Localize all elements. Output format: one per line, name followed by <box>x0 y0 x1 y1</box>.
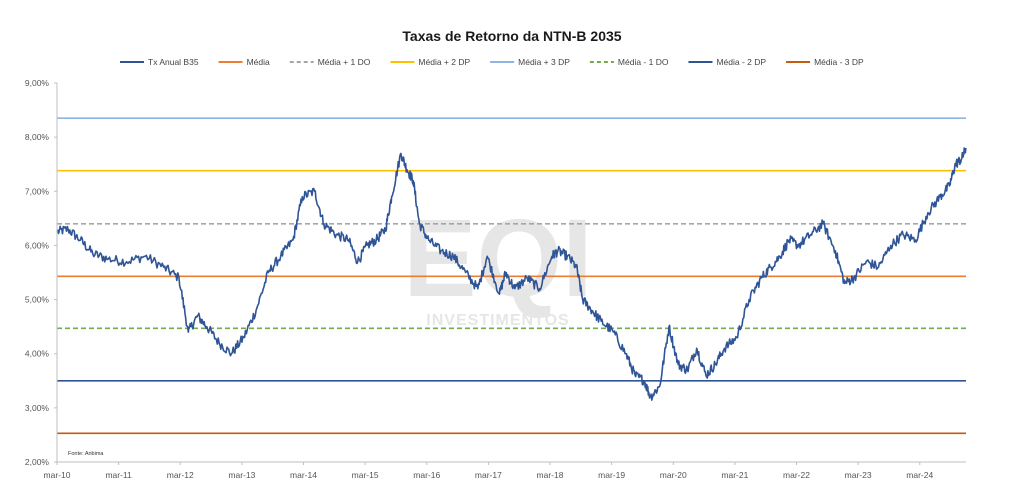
y-tick-label: 4,00% <box>25 349 50 359</box>
x-tick-label: mar-14 <box>290 470 317 480</box>
y-axis: 2,00% 3,00% 4,00% 5,00% 6,00% 7,00% 8,00% 9,00% <box>25 78 58 467</box>
x-tick-label: mar-10 <box>44 470 71 480</box>
x-tick-label: mar-21 <box>721 470 748 480</box>
legend-label: Média + 3 DP <box>518 57 570 67</box>
x-tick-label: mar-16 <box>413 470 440 480</box>
y-tick-label: 6,00% <box>25 240 50 250</box>
legend-label: Média - 2 DP <box>716 57 766 67</box>
x-tick-label: mar-17 <box>475 470 502 480</box>
legend-label: Média - 3 DP <box>814 57 864 67</box>
watermark-subtitle: INVESTIMENTOS <box>426 312 569 329</box>
x-tick-label: mar-23 <box>845 470 872 480</box>
x-tick-label: mar-24 <box>906 470 933 480</box>
x-tick-label: mar-19 <box>598 470 625 480</box>
legend-item: Média + 1 DO <box>289 57 371 67</box>
legend-label: Média + 1 DO <box>318 57 371 67</box>
legend-item: Média + 3 DP <box>490 57 570 67</box>
x-tick-label: mar-20 <box>660 470 687 480</box>
x-tick-label: mar-15 <box>352 470 379 480</box>
x-axis: mar-10 mar-11 mar-12 mar-13 mar-14 mar-15 mar-… <box>44 461 966 480</box>
series-line-tx-anual-b35 <box>56 147 967 401</box>
legend-item: Média - 2 DP <box>688 57 766 67</box>
y-tick-label: 3,00% <box>25 403 50 413</box>
legend-label: Tx Anual B35 <box>148 57 199 67</box>
source-note: Fonte: Anbima <box>68 451 104 457</box>
legend-item: Média + 2 DP <box>390 57 470 67</box>
legend: Tx Anual B35 Média Média + 1 DO Média + 2 D… <box>120 57 864 67</box>
x-tick-label: mar-13 <box>228 470 255 480</box>
chart-title: Taxas de Retorno da NTN-B 2035 <box>402 28 621 44</box>
x-tick-label: mar-12 <box>167 470 194 480</box>
legend-item: Média - 1 DO <box>589 57 669 67</box>
x-tick-label: mar-18 <box>537 470 564 480</box>
x-tick-label: mar-22 <box>783 470 810 480</box>
x-tick-label: mar-11 <box>105 470 132 480</box>
legend-item: Média - 3 DP <box>786 57 864 67</box>
y-tick-label: 8,00% <box>25 132 50 142</box>
y-tick-label: 9,00% <box>25 78 50 88</box>
legend-label: Média <box>247 57 270 67</box>
y-tick-label: 2,00% <box>25 457 50 467</box>
legend-item: Tx Anual B35 <box>120 57 199 67</box>
legend-item: Média <box>218 57 270 67</box>
y-tick-label: 7,00% <box>25 186 50 196</box>
legend-label: Média + 2 DP <box>418 57 470 67</box>
watermark-logo-text: EQI <box>403 197 593 320</box>
legend-label: Média - 1 DO <box>618 57 669 67</box>
y-tick-label: 5,00% <box>25 295 50 305</box>
watermark-logo: EQI INVESTIMENTOS <box>403 197 593 329</box>
plot-area <box>56 117 967 435</box>
